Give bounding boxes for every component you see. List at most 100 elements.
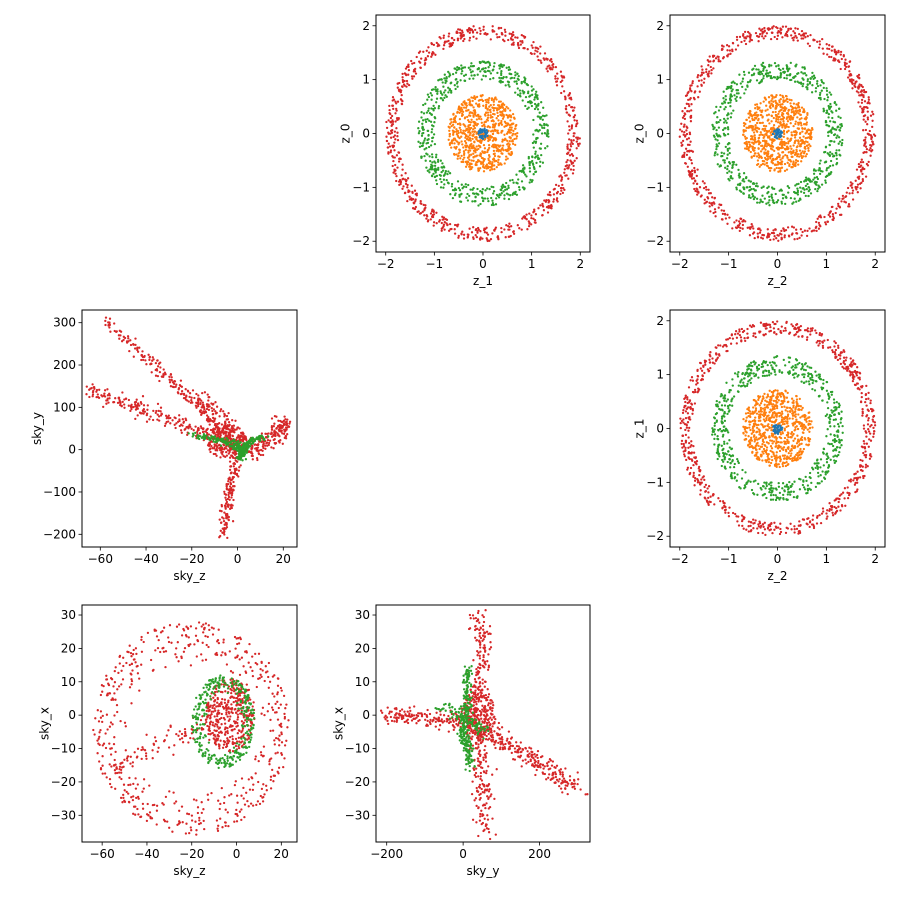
scatter-point xyxy=(129,409,132,413)
scatter-point xyxy=(143,410,147,413)
scatter-point xyxy=(404,72,407,76)
scatter-point xyxy=(120,405,123,408)
scatter-point xyxy=(784,195,788,198)
series-blue xyxy=(477,127,489,140)
scatter-point xyxy=(142,412,145,415)
scatter-point xyxy=(549,66,552,69)
scatter-point xyxy=(470,231,474,234)
scatter-point xyxy=(501,80,504,84)
scatter-point xyxy=(562,90,566,93)
scatter-point xyxy=(432,172,435,176)
scatter-point xyxy=(835,207,838,210)
scatter-point xyxy=(798,110,802,113)
scatter-point xyxy=(407,63,410,66)
scatter-point xyxy=(526,83,530,87)
scatter-point xyxy=(766,192,769,195)
scatter-point xyxy=(154,361,158,365)
scatter-point xyxy=(136,346,139,349)
scatter-point xyxy=(797,101,800,105)
scatter-point xyxy=(492,130,495,133)
scatter-point xyxy=(723,101,727,104)
scatter-point xyxy=(460,135,463,138)
scatter-point xyxy=(831,152,834,156)
scatter-point xyxy=(800,190,803,193)
scatter-point xyxy=(753,138,757,141)
scatter-point xyxy=(261,445,265,448)
scatter-point xyxy=(764,109,767,112)
scatter-point xyxy=(392,135,395,139)
scatter-point xyxy=(860,89,863,92)
scatter-point xyxy=(570,139,573,142)
scatter-point xyxy=(148,355,152,359)
scatter-point xyxy=(426,141,430,145)
scatter-point xyxy=(768,65,771,68)
scatter-point xyxy=(834,211,837,215)
scatter-point xyxy=(413,70,417,73)
scatter-point xyxy=(487,114,490,117)
scatter-point xyxy=(765,104,768,107)
scatter-point xyxy=(546,145,549,148)
scatter-point xyxy=(451,196,455,200)
scatter-point xyxy=(732,163,735,166)
scatter-point xyxy=(797,163,800,166)
scatter-point xyxy=(117,396,121,400)
scatter-point xyxy=(769,37,773,41)
scatter-point xyxy=(507,68,510,72)
scatter-point xyxy=(501,65,504,69)
scatter-point xyxy=(213,417,217,420)
scatter-point xyxy=(156,402,160,406)
scatter-point xyxy=(158,370,162,374)
scatter-point xyxy=(456,157,459,160)
scatter-point xyxy=(574,124,578,128)
scatter-point xyxy=(452,152,456,156)
scatter-point xyxy=(459,31,462,35)
scatter-point xyxy=(184,388,187,391)
series-green xyxy=(417,60,550,207)
scatter-point xyxy=(775,117,778,121)
scatter-point xyxy=(479,167,482,170)
scatter-point xyxy=(556,200,559,203)
scatter-point xyxy=(711,196,714,199)
scatter-point xyxy=(228,460,232,463)
scatter-point xyxy=(159,414,163,417)
scatter-point xyxy=(522,46,525,50)
scatter-point xyxy=(175,383,178,386)
scatter-point xyxy=(267,441,271,445)
scatter-point xyxy=(779,105,782,109)
scatter-point xyxy=(560,189,563,192)
scatter-point xyxy=(394,172,397,175)
scatter-point xyxy=(746,81,750,84)
scatter-point xyxy=(538,111,541,114)
scatter-point xyxy=(840,143,843,147)
scatter-point xyxy=(281,432,284,435)
scatter-point xyxy=(410,75,414,78)
scatter-point xyxy=(804,147,807,150)
scatter-point xyxy=(685,129,688,132)
scatter-point xyxy=(497,163,500,167)
scatter-point xyxy=(559,70,563,73)
scatter-point xyxy=(790,99,793,102)
scatter-point xyxy=(848,205,851,208)
scatter-point xyxy=(760,109,763,113)
scatter-point xyxy=(749,144,752,148)
scatter-point xyxy=(410,197,413,200)
scatter-point xyxy=(753,146,756,150)
scatter-point xyxy=(796,80,799,83)
scatter-point xyxy=(530,89,534,92)
scatter-point xyxy=(225,498,228,502)
scatter-point xyxy=(497,158,500,161)
scatter-point xyxy=(783,71,786,74)
scatter-point xyxy=(455,68,459,72)
scatter-point xyxy=(784,25,788,28)
scatter-point xyxy=(789,145,792,148)
scatter-point xyxy=(763,127,767,130)
scatter-point xyxy=(716,116,719,119)
scatter-point xyxy=(562,75,565,78)
scatter-point xyxy=(411,77,414,80)
scatter-point xyxy=(771,162,775,165)
scatter-point xyxy=(696,76,699,79)
scatter-point xyxy=(817,96,821,100)
scatter-point xyxy=(773,129,776,132)
scatter-point xyxy=(488,62,491,65)
scatter-point xyxy=(517,46,521,50)
